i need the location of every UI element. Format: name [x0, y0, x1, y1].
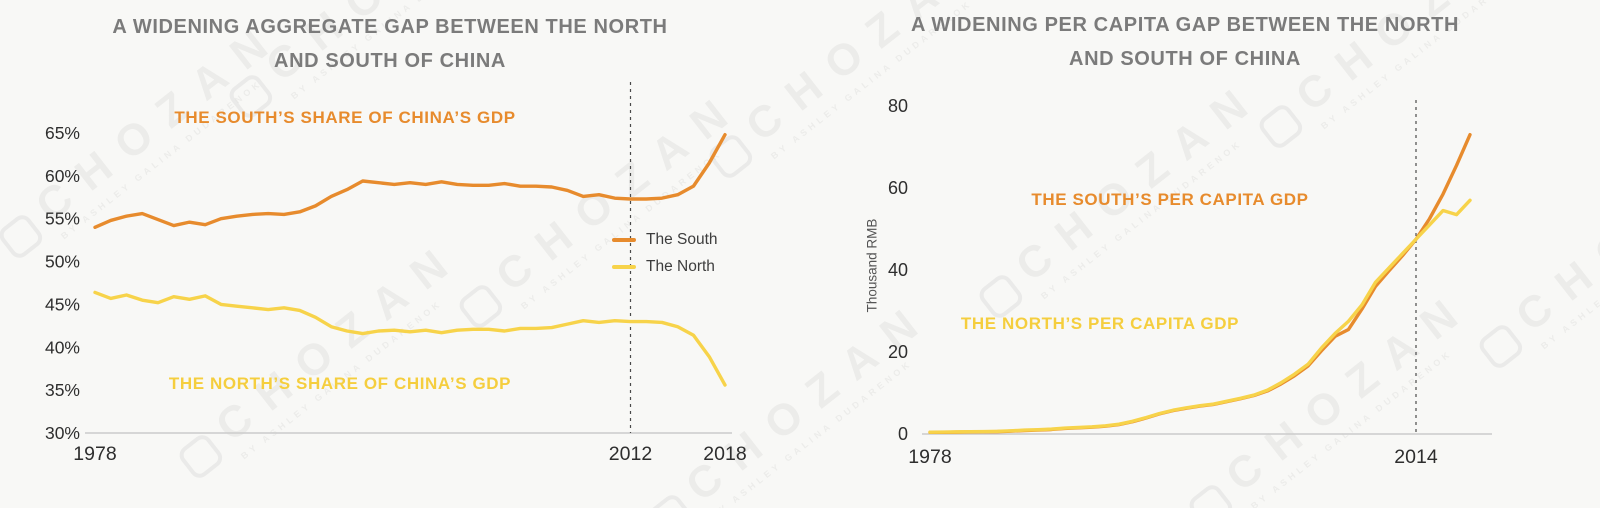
svg-text:1978: 1978 [73, 443, 116, 465]
svg-text:2012: 2012 [609, 443, 652, 465]
legend: The South The North [612, 231, 718, 276]
legend-item-north: The North [612, 258, 718, 276]
svg-text:2018: 2018 [703, 443, 746, 465]
svg-text:50%: 50% [45, 252, 80, 272]
south-share-annotation: THE SOUTH’S SHARE OF CHINA’S GDP [174, 108, 516, 127]
y-axis-label-thousand-rmb: Thousand RMB [864, 218, 880, 313]
aggregate-chart-title-line2: AND SOUTH OF CHINA [274, 50, 506, 72]
svg-text:35%: 35% [45, 380, 80, 400]
aggregate-chart-title-line1: A WIDENING AGGREGATE GAP BETWEEN THE NOR… [112, 16, 668, 38]
percapita-chart-title-line1: A WIDENING PER CAPITA GAP BETWEEN THE NO… [910, 14, 1460, 36]
svg-text:2014: 2014 [1394, 446, 1438, 468]
svg-text:80: 80 [888, 96, 908, 116]
svg-text:65%: 65% [45, 123, 80, 143]
svg-text:30%: 30% [45, 423, 80, 443]
svg-text:55%: 55% [45, 209, 80, 229]
svg-text:0: 0 [898, 424, 908, 444]
north-share-annotation: THE NORTH’S SHARE OF CHINA’S GDP [168, 374, 512, 393]
svg-text:40%: 40% [45, 337, 80, 357]
percapita-chart-title-line2: AND SOUTH OF CHINA [1069, 48, 1301, 70]
svg-text:1978: 1978 [908, 446, 951, 468]
svg-text:45%: 45% [45, 294, 80, 314]
legend-label-south: The South [646, 231, 718, 248]
legend-swatch-south [612, 238, 636, 242]
legend-item-south: The South [612, 231, 718, 249]
legend-label-north: The North [646, 258, 715, 275]
north-percapita-annotation: THE NORTH’S PER CAPITA GDP [960, 314, 1240, 333]
svg-text:40: 40 [888, 260, 908, 280]
svg-text:20: 20 [888, 342, 908, 362]
svg-text:60: 60 [888, 178, 908, 198]
legend-swatch-north [612, 265, 636, 269]
south-percapita-annotation: THE SOUTH’S PER CAPITA GDP [1031, 190, 1309, 209]
svg-text:60%: 60% [45, 166, 80, 186]
